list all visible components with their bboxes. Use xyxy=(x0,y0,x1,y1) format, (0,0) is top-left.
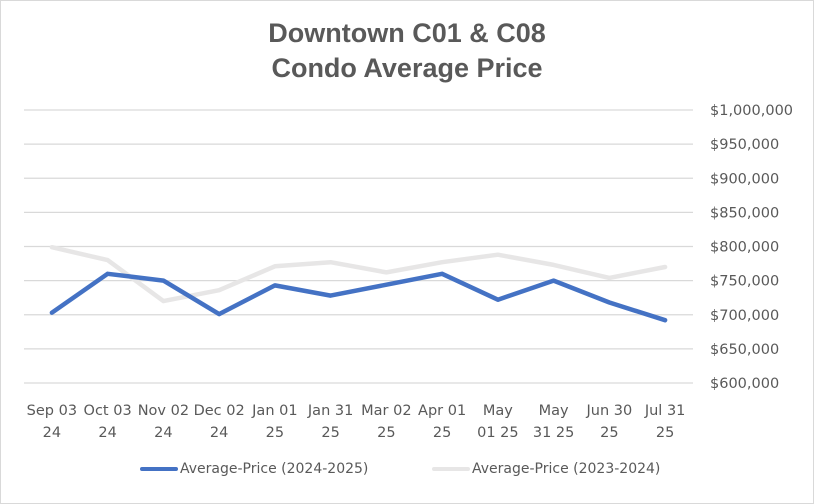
x-tick-label: Nov 02 xyxy=(138,403,189,419)
x-tick-label: May xyxy=(483,403,513,419)
y-tick-label: $750,000 xyxy=(710,274,779,290)
x-tick-label: Mar 02 xyxy=(361,403,411,419)
x-tick-label: Sep 03 xyxy=(27,403,77,419)
x-tick-label: 24 xyxy=(43,425,61,441)
legend-item-2024-2025: Average-Price (2024-2025) xyxy=(140,456,368,482)
y-tick-label: $950,000 xyxy=(710,137,779,153)
x-tick-label: Oct 03 xyxy=(84,403,132,419)
chart-title-line-1: Downtown C01 & C08 xyxy=(268,18,546,48)
legend-item-2023-2024: Average-Price (2023-2024) xyxy=(432,456,660,482)
x-tick-label: 25 xyxy=(433,425,451,441)
x-tick-label: 25 xyxy=(266,425,284,441)
x-tick-label: 24 xyxy=(154,425,172,441)
x-tick-label: May xyxy=(539,403,569,419)
x-tick-label: Apr 01 xyxy=(418,403,466,419)
y-tick-label: $850,000 xyxy=(710,205,779,221)
legend-label-2023-2024: Average-Price (2023-2024) xyxy=(472,461,661,477)
chart-title-line-2: Condo Average Price xyxy=(271,53,543,83)
x-tick-label: 01 25 xyxy=(477,425,519,441)
y-tick-label: $1,000,000 xyxy=(710,103,793,119)
legend: Average-Price (2024-2025) Average-Price … xyxy=(0,456,814,482)
y-tick-label: $900,000 xyxy=(710,171,779,187)
y-tick-label: $650,000 xyxy=(710,342,779,358)
y-axis-tick-labels: $600,000 $650,000 $700,000 $750,000 $800,000… xyxy=(710,103,793,392)
series-line-2024-2025 xyxy=(49,271,668,323)
legend-swatch-2023-2024 xyxy=(432,467,470,471)
x-tick-label: Jan 31 xyxy=(307,403,353,419)
y-tick-label: $800,000 xyxy=(710,240,779,256)
x-tick-label: 24 xyxy=(98,425,116,441)
x-tick-label: 25 xyxy=(321,425,339,441)
x-tick-label: 24 xyxy=(210,425,228,441)
x-axis-tick-labels: Sep 03 24 Oct 03 24 Nov 02 24 Dec 02 24 Jan 01 25… xyxy=(27,403,686,441)
legend-swatch-2024-2025 xyxy=(140,467,178,471)
y-tick-label: $600,000 xyxy=(710,376,779,392)
x-tick-label: 25 xyxy=(377,425,395,441)
x-tick-label: 31 25 xyxy=(533,425,575,441)
x-tick-label: 25 xyxy=(600,425,618,441)
x-tick-label: Dec 02 xyxy=(194,403,245,419)
x-tick-label: Jan 01 xyxy=(251,403,297,419)
x-tick-label: Jun 30 xyxy=(586,403,633,419)
gridlines xyxy=(24,109,693,384)
x-tick-label: Jul 31 xyxy=(644,403,686,419)
x-tick-label: 25 xyxy=(656,425,674,441)
legend-label-2024-2025: Average-Price (2024-2025) xyxy=(180,461,369,477)
y-tick-label: $700,000 xyxy=(710,308,779,324)
series-lines xyxy=(49,244,668,323)
series-line-2023-2024 xyxy=(49,244,668,304)
